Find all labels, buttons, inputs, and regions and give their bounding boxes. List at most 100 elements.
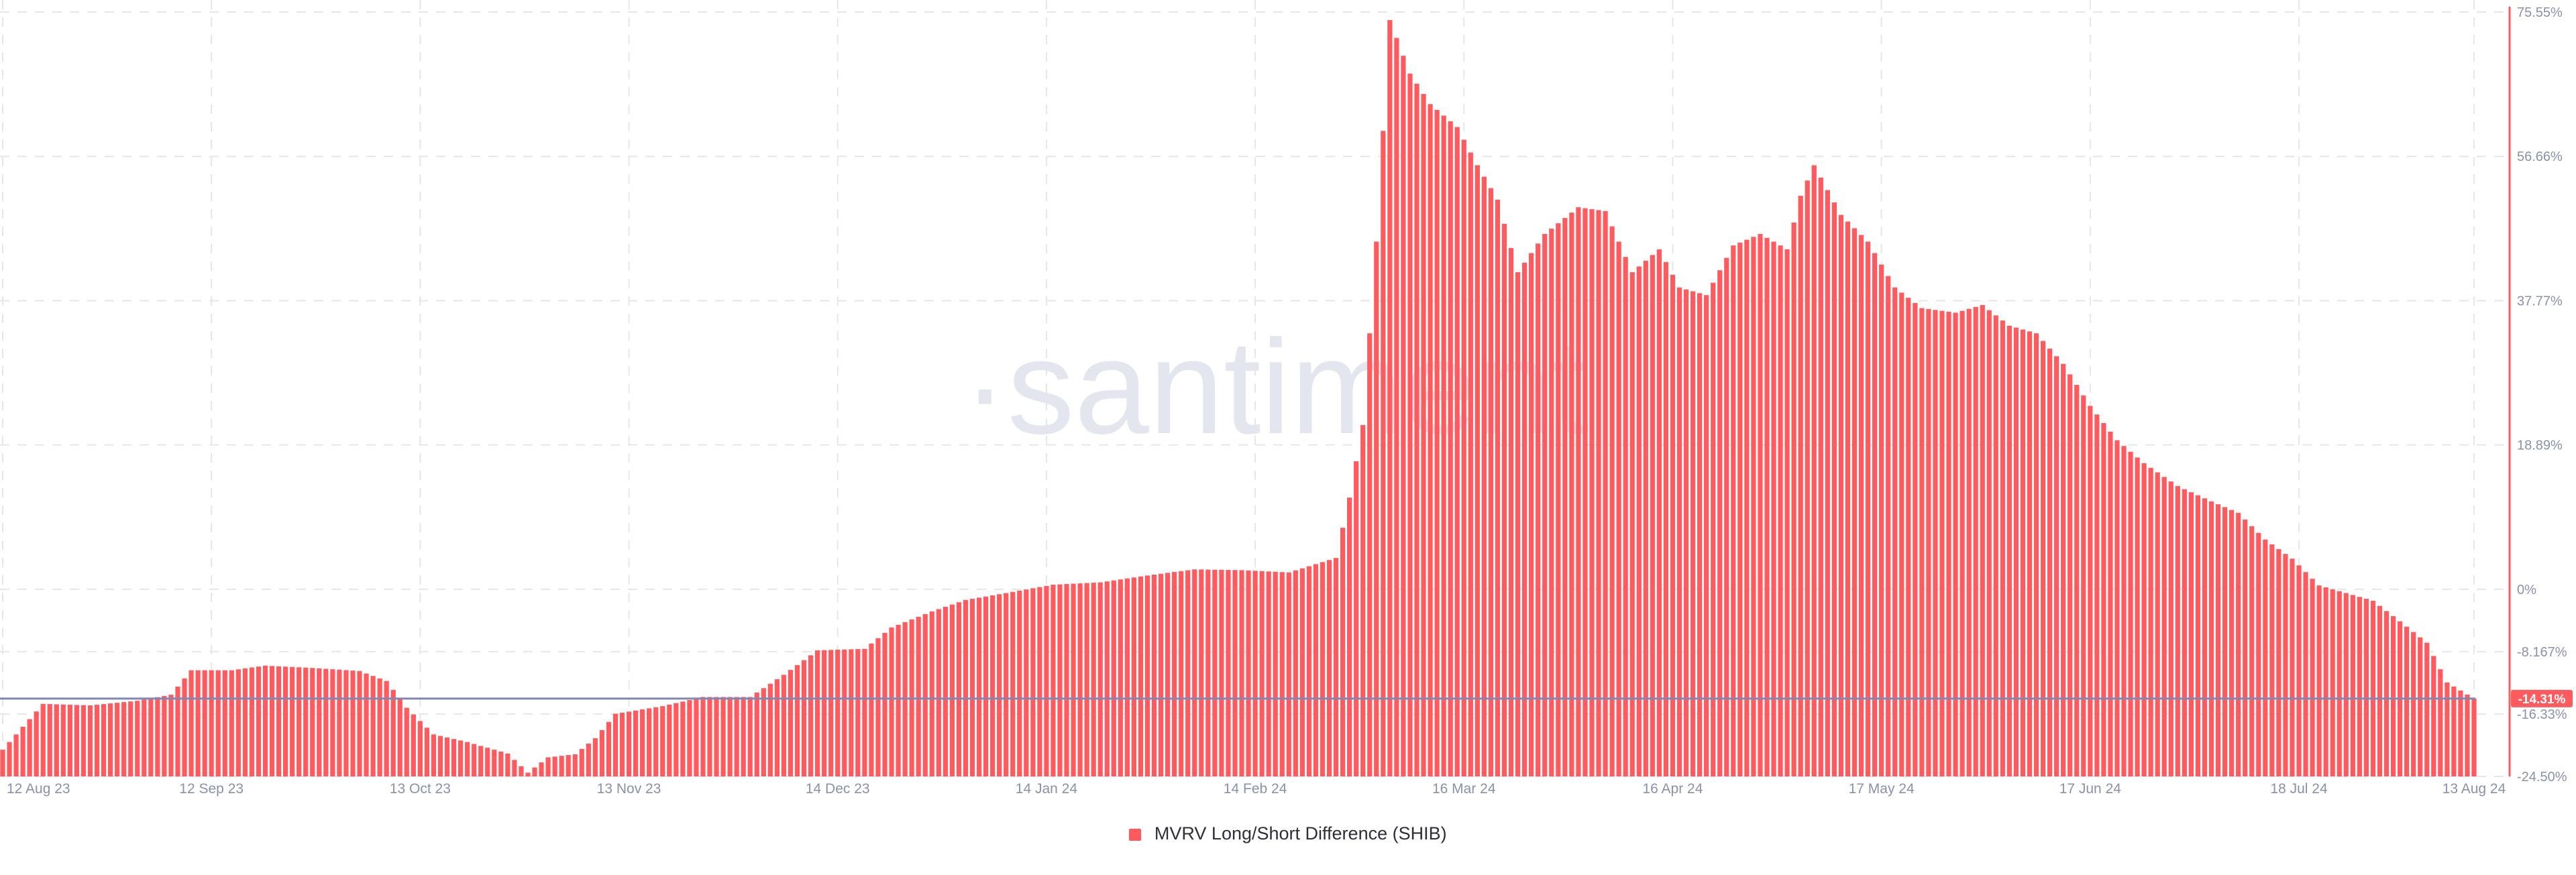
bar <box>1407 74 1412 776</box>
bar <box>175 687 180 776</box>
bar <box>1697 293 1702 776</box>
bar <box>2317 585 2322 776</box>
bar <box>162 696 166 776</box>
bar <box>687 700 692 776</box>
bar <box>613 714 618 776</box>
bar <box>1744 240 1749 776</box>
bar <box>1232 570 1237 776</box>
bar <box>1974 307 1978 776</box>
bar <box>2189 492 2194 776</box>
x-tick-label: 14 Dec 23 <box>806 781 870 797</box>
bar <box>1226 570 1230 776</box>
bar <box>1852 228 1857 776</box>
bar <box>1085 583 1089 776</box>
bar <box>135 701 140 776</box>
bar <box>680 701 685 776</box>
bar <box>68 705 72 776</box>
bar <box>1737 243 1742 776</box>
bar <box>586 744 591 776</box>
bar <box>2047 349 2052 776</box>
bar <box>728 697 733 776</box>
bar <box>1138 577 1143 776</box>
bar <box>559 756 564 776</box>
bar <box>714 697 718 776</box>
bar <box>1758 234 1762 776</box>
x-tick-label: 13 Nov 23 <box>597 781 661 797</box>
bar <box>2142 463 2147 776</box>
bar <box>1717 270 1722 776</box>
bar <box>290 667 294 776</box>
bar <box>2209 502 2214 776</box>
bar <box>1690 291 1695 776</box>
bar <box>674 703 678 776</box>
current-value-label: -14.31% <box>2518 693 2566 707</box>
bar <box>539 762 543 776</box>
bar <box>957 602 961 776</box>
santiment-watermark: ·santiment <box>963 312 1589 462</box>
bar <box>101 704 106 776</box>
bar <box>418 721 423 776</box>
bar <box>2094 414 2099 776</box>
bar <box>88 705 93 776</box>
bar <box>364 673 368 776</box>
bar <box>2222 507 2227 776</box>
bar <box>1462 139 1466 776</box>
bar <box>2176 486 2180 776</box>
bar <box>276 666 281 776</box>
bar <box>2000 320 2005 776</box>
bar <box>627 711 631 776</box>
bar <box>1421 94 1426 776</box>
bar <box>889 628 894 776</box>
bar <box>2121 446 2126 776</box>
bar <box>1792 223 1796 776</box>
bar <box>2054 356 2059 776</box>
bar <box>1414 84 1419 776</box>
bar <box>229 670 234 776</box>
bar <box>2384 611 2389 776</box>
bar <box>2310 579 2314 776</box>
bar <box>1576 207 1580 776</box>
bar <box>2081 396 2086 776</box>
bar <box>297 667 301 776</box>
x-tick-label: 13 Aug 24 <box>2443 781 2506 797</box>
bar <box>1252 571 1257 776</box>
bar <box>203 670 207 776</box>
bar <box>633 711 638 776</box>
x-tick-label: 14 Feb 24 <box>1224 781 1287 797</box>
bar <box>1603 211 1607 776</box>
bar <box>849 649 853 776</box>
bar <box>1091 583 1096 776</box>
bar <box>1273 572 1278 776</box>
bar <box>525 772 530 776</box>
bar <box>1482 177 1487 776</box>
bar <box>1980 305 1985 776</box>
bar <box>398 699 402 776</box>
bar <box>1953 312 1957 776</box>
bar <box>532 768 537 776</box>
bar <box>2041 341 2045 776</box>
bar <box>2108 432 2112 776</box>
bar <box>384 681 389 776</box>
bar <box>1098 583 1103 776</box>
bar <box>2101 423 2106 776</box>
bar <box>1205 570 1210 776</box>
bar <box>2135 457 2139 776</box>
x-tick-label: 13 Oct 23 <box>390 781 451 797</box>
bar <box>1401 56 1405 776</box>
bar <box>1582 209 1587 776</box>
bar <box>1442 115 1446 776</box>
bar <box>1805 180 1810 776</box>
bar <box>2155 473 2160 776</box>
bar <box>1320 562 1325 776</box>
bar <box>1468 152 1473 776</box>
bar <box>2391 616 2396 776</box>
x-tick-label: 18 Jul 24 <box>2270 781 2328 797</box>
y-tick-label: 18.89% <box>2517 439 2563 453</box>
bar <box>573 754 578 776</box>
bar <box>2202 498 2207 776</box>
bar <box>1515 272 1520 776</box>
bar <box>1839 215 1843 776</box>
bar <box>1784 249 1789 776</box>
bar <box>2061 364 2065 776</box>
